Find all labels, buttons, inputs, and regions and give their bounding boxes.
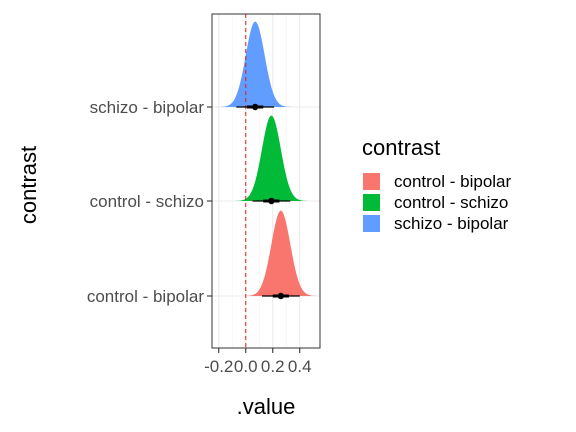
point-estimate: [277, 292, 285, 300]
legend: contrast control - bipolar control - schi…: [362, 135, 512, 233]
legend-title: contrast: [362, 135, 440, 160]
legend-key: [363, 194, 380, 211]
y-tick-label: control - bipolar: [87, 287, 205, 306]
x-tick-label: 0.4: [288, 357, 312, 376]
y-tick-label: control - schizo: [90, 192, 204, 211]
legend-key: [363, 173, 380, 190]
panel-border: [211, 13, 321, 349]
legend-label: schizo - bipolar: [394, 214, 509, 233]
density-control-bipolar: [212, 210, 320, 296]
x-axis-title: .value: [237, 394, 296, 419]
density-layer: [212, 21, 320, 296]
x-tick-label: 0.2: [261, 357, 285, 376]
x-tick-label: 0.0: [234, 357, 258, 376]
density-schizo-bipolar: [212, 21, 320, 107]
density-control-schizo: [212, 115, 320, 201]
x-tick-label: -0.2: [204, 357, 233, 376]
point-estimate: [252, 103, 259, 111]
point-estimate: [268, 197, 275, 205]
legend-label: control - bipolar: [394, 172, 512, 191]
axes: -0.2 0.0 0.2 0.4 control - bipolar control - …: [87, 98, 312, 376]
interval-layer: [236, 103, 300, 300]
y-tick-label: schizo - bipolar: [90, 98, 205, 117]
legend-key: [363, 215, 380, 232]
y-axis-title: contrast: [16, 146, 41, 224]
legend-label: control - schizo: [394, 193, 508, 212]
legend-items: control - bipolar control - schizo schizo …: [363, 172, 512, 233]
